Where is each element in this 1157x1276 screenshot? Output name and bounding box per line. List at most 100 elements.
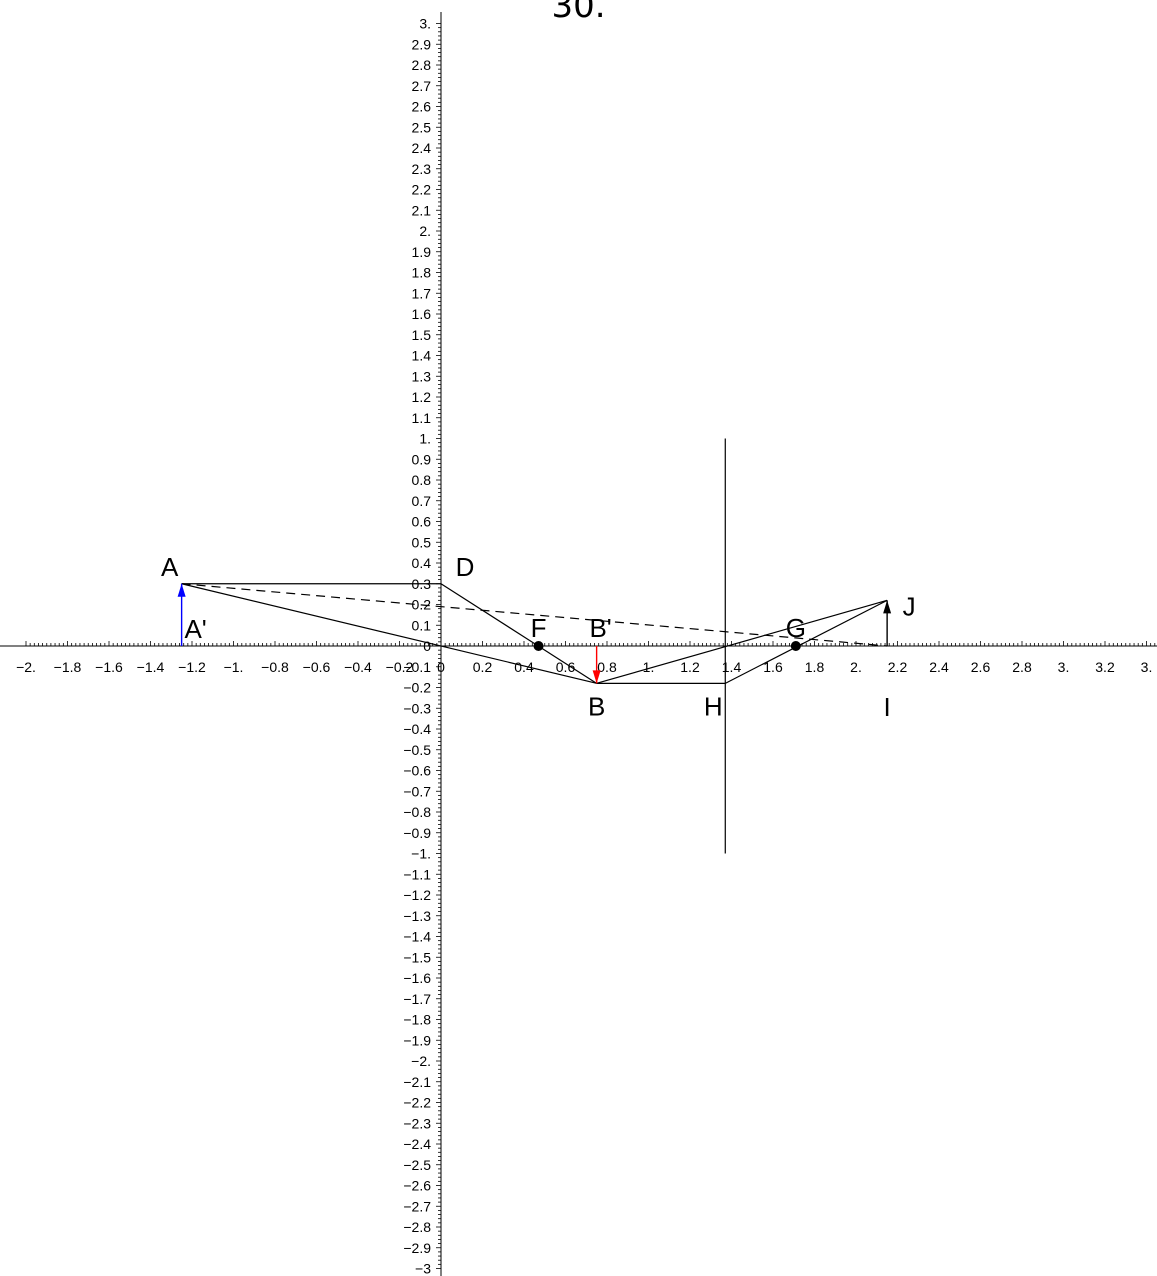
x-tick-label: 2.8: [1012, 659, 1032, 675]
y-tick-label: 1.: [419, 431, 431, 447]
x-tick-label: 1.2: [680, 659, 700, 675]
y-tick-label: −1.8: [403, 1012, 431, 1028]
focal-dots: [533, 641, 801, 651]
y-tick-label: −1.9: [403, 1032, 431, 1048]
x-tick-label: 2.2: [888, 659, 908, 675]
y-tick-label: −0.4: [403, 721, 431, 737]
y-tick-label: −3: [415, 1261, 431, 1276]
y-tick-label: 0.6: [412, 514, 432, 530]
point-label: G: [786, 613, 806, 643]
y-tick-label: 2.3: [412, 161, 432, 177]
x-tick-label: −0.4: [344, 659, 372, 675]
x-tick-label: −2.: [16, 659, 36, 675]
point-label: H: [704, 691, 723, 721]
ray-segment: [440, 583, 597, 684]
y-tick-label: −0.5: [403, 742, 431, 758]
y-tick-label: −0.1: [403, 659, 431, 675]
y-tick-label: 0.9: [412, 451, 432, 467]
ray-segment: [181, 583, 597, 684]
arrow-head: [177, 583, 186, 597]
point-label: B': [589, 613, 611, 643]
y-tick-label: 2.2: [412, 182, 432, 198]
point-label: I: [884, 692, 891, 722]
y-tick-label: 0.8: [412, 472, 432, 488]
x-tick-label: 1.4: [722, 659, 742, 675]
x-tick-label: −1.4: [137, 659, 165, 675]
y-tick-label: 2.8: [412, 57, 432, 73]
y-tick-label: 1.5: [412, 327, 432, 343]
y-tick-label: 2.: [419, 223, 431, 239]
arrows: [177, 583, 892, 684]
y-tick-label: 0.7: [412, 493, 432, 509]
x-tick-label: −1.: [224, 659, 244, 675]
y-tick-label: −0.8: [403, 804, 431, 820]
y-tick-label: −1.: [411, 846, 431, 862]
x-tick-label: −1.8: [54, 659, 82, 675]
y-tick-label: −0.9: [403, 825, 431, 841]
focal-dot: [533, 641, 544, 651]
x-tick-label: 3.: [1141, 659, 1153, 675]
y-tick-label: −0.3: [403, 700, 431, 716]
point-label: D: [456, 552, 475, 582]
y-tick-label: −2.4: [403, 1136, 431, 1152]
y-tick-label: 1.9: [412, 244, 432, 260]
y-tick-label: −2.6: [403, 1178, 431, 1194]
x-tick-label: −0.2: [386, 659, 414, 675]
x-tick-label: 2.: [850, 659, 862, 675]
y-tick-label: −1.1: [403, 866, 431, 882]
y-tick-label: 2.6: [412, 99, 432, 115]
x-tick-label: 1.8: [805, 659, 825, 675]
x-tick-label: 0.2: [473, 659, 493, 675]
focal-dot: [790, 641, 801, 651]
y-tick-label: −1.4: [403, 929, 431, 945]
y-tick-label: 2.4: [412, 140, 432, 156]
y-tick-label: 2.5: [412, 119, 432, 135]
point-labels: A A' D F B' B H G I J: [161, 552, 916, 722]
y-tick-label: 3.: [419, 16, 431, 32]
y-tick-label: 2.9: [412, 36, 432, 52]
y-tick-label: 1.7: [412, 285, 432, 301]
point-label: A: [161, 552, 179, 582]
ray-segment: [725, 599, 888, 684]
y-tick-label: 2.1: [412, 202, 432, 218]
y-tick-label: −1.2: [403, 887, 431, 903]
x-tick-label: 0.8: [597, 659, 617, 675]
x-tick-label: 1.6: [763, 659, 783, 675]
y-tick-label: 0: [423, 638, 431, 654]
x-tick-label: 2.6: [971, 659, 991, 675]
y-tick-label: 1.8: [412, 265, 432, 281]
y-tick-label: −2.7: [403, 1198, 431, 1214]
y-tick-label: −2.1: [403, 1074, 431, 1090]
ray-segment: [181, 583, 888, 647]
x-tick-label: −0.8: [261, 659, 289, 675]
x-tick-label: 0.6: [556, 659, 576, 675]
y-tick-label: 1.4: [412, 348, 432, 364]
x-tick-label: −0.6: [303, 659, 331, 675]
x-tick-label: 1.: [643, 659, 655, 675]
y-tick-label: −2.8: [403, 1219, 431, 1235]
ray-segment: [596, 599, 888, 684]
y-tick-label: 1.6: [412, 306, 432, 322]
coordinate-axes: −2. −1.8 −1.6 −1.4 −1.2 −1. −0.8 −0.6 −0.4 −0.2 0 0…: [0, 12, 1157, 1276]
arrow-head: [883, 600, 892, 614]
y-tick-label: −2.3: [403, 1115, 431, 1131]
x-tick-label: 0: [437, 659, 445, 675]
x-tick-label: 2.4: [929, 659, 949, 675]
y-tick-label: 0.1: [412, 617, 432, 633]
x-tick-label: −1.6: [95, 659, 123, 675]
point-label: F: [531, 613, 547, 643]
point-label: J: [903, 591, 916, 621]
point-label: B: [588, 691, 605, 721]
point-label: A': [184, 614, 206, 644]
arrow-head: [592, 670, 601, 684]
figure-title: 30.: [551, 0, 606, 26]
y-tick-label: −0.6: [403, 763, 431, 779]
y-tick-label: 1.3: [412, 368, 432, 384]
y-tick-label: −1.6: [403, 970, 431, 986]
y-tick-label: −2.5: [403, 1157, 431, 1173]
y-tick-label: 0.4: [412, 555, 432, 571]
y-tick-label: 2.7: [412, 78, 432, 94]
x-tick-label: 0.4: [514, 659, 534, 675]
y-tick-label: −2.2: [403, 1095, 431, 1111]
